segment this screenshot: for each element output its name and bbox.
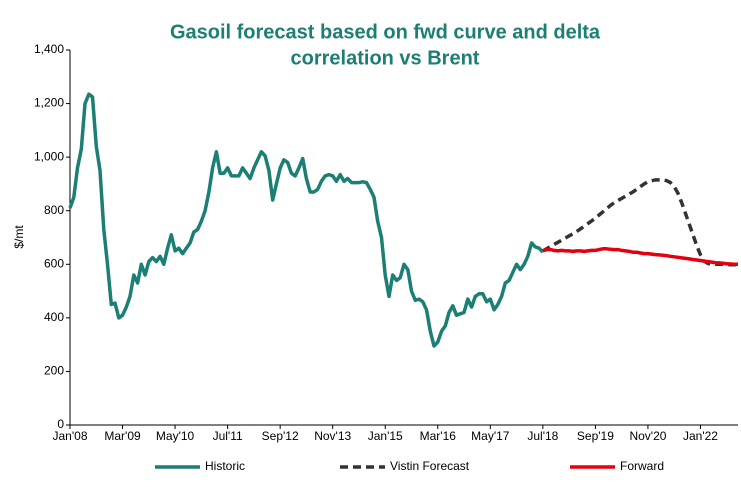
y-tick-label: 800: [44, 203, 64, 217]
x-tick-label: Jan'22: [683, 429, 718, 443]
x-tick-label: Jan'08: [53, 429, 88, 443]
y-tick-label: 0: [57, 417, 64, 431]
x-tick-label: Jan'15: [368, 429, 403, 443]
x-tick-label: Jul'18: [527, 429, 558, 443]
x-tick-label: Jul'11: [213, 429, 243, 443]
chart-title: Gasoil forecast based on fwd curve and d…: [170, 21, 601, 43]
line-series: [68, 92, 545, 348]
y-axis-label: $/mt: [12, 225, 26, 249]
y-tick-label: 1,400: [34, 42, 64, 56]
legend-label: Vistin Forecast: [390, 459, 470, 473]
legend-label: Historic: [205, 459, 245, 473]
line-series: [542, 247, 738, 267]
x-tick-label: Sep'19: [577, 429, 614, 443]
chart-title: correlation vs Brent: [291, 47, 480, 69]
y-tick-label: 400: [44, 310, 64, 324]
x-tick-label: May'17: [471, 429, 510, 443]
x-tick-label: Nov'13: [314, 429, 351, 443]
y-tick-label: 1,000: [34, 149, 64, 163]
x-tick-label: Sep'12: [262, 429, 299, 443]
x-tick-label: Nov'20: [629, 429, 666, 443]
y-tick-label: 1,200: [34, 96, 64, 110]
y-tick-label: 200: [44, 364, 64, 378]
y-tick-label: 600: [44, 256, 64, 270]
x-tick-label: Mar'09: [104, 429, 141, 443]
x-tick-label: May'10: [156, 429, 195, 443]
legend-label: Forward: [620, 459, 664, 473]
x-tick-label: Mar'16: [420, 429, 457, 443]
